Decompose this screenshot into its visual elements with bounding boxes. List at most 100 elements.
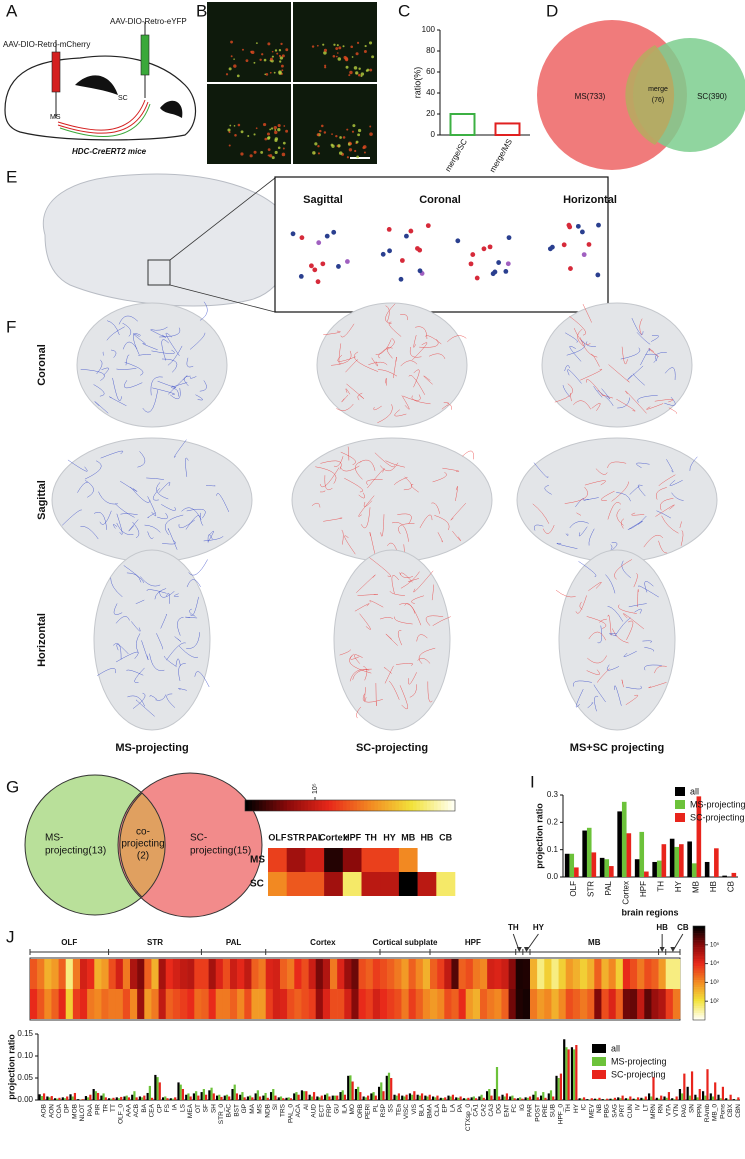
heat-cell: [65, 959, 74, 989]
colorbar-step: [693, 949, 705, 953]
bar: [92, 1089, 95, 1100]
axon-trace: [577, 328, 584, 347]
x-tick-label: HPF: [639, 881, 648, 897]
bar: [542, 1092, 545, 1100]
colorbar-step: [693, 942, 705, 946]
bar: [187, 1093, 190, 1100]
speckle: [360, 75, 363, 78]
axon-trace: [167, 345, 183, 366]
x-tick-label: IV: [635, 1103, 642, 1110]
bar: [316, 1096, 319, 1100]
bar: [104, 1097, 107, 1100]
bar: [274, 1095, 277, 1100]
axon-trace: [371, 357, 378, 367]
neuron-dot: [309, 263, 314, 269]
axon-trace: [658, 540, 668, 554]
axon-trace: [638, 585, 659, 598]
neuron-dot: [468, 261, 474, 267]
colorbar-step: [413, 800, 417, 811]
speckle: [230, 55, 233, 58]
axon-trace: [124, 361, 144, 376]
axon-trace: [130, 486, 151, 503]
bar: [482, 1097, 485, 1100]
speckle: [228, 67, 232, 71]
bar: [624, 1098, 628, 1100]
axon-trace: [642, 640, 652, 643]
axon-trace: [124, 380, 143, 389]
speckle: [264, 73, 267, 76]
neuron-dot: [470, 252, 476, 257]
neuron-dot: [487, 244, 493, 250]
speckle: [253, 150, 257, 154]
axon-trace: [337, 354, 356, 362]
x-tick-label: ECT: [318, 1104, 325, 1117]
y-tick-label: 0: [431, 130, 436, 139]
x-tick-label: IG: [519, 1104, 526, 1111]
axon-trace: [555, 589, 576, 598]
x-tick-label: HPF_0: [557, 1104, 564, 1125]
colorbar-step: [693, 989, 705, 993]
axon-trace: [534, 524, 544, 531]
axon-trace: [174, 636, 182, 642]
bar: [401, 1095, 404, 1100]
bar: [120, 1096, 123, 1100]
axon-trace: [656, 510, 671, 519]
bar: [652, 1077, 655, 1100]
axon-trace: [400, 360, 418, 367]
bar: [505, 1093, 509, 1100]
axon-trace: [333, 456, 344, 467]
speckle: [280, 42, 283, 46]
bar: [40, 1096, 43, 1100]
bar: [94, 1091, 97, 1100]
y-axis-label: projection ratio: [534, 803, 544, 869]
axon-trace: [399, 603, 416, 614]
bar: [336, 1095, 339, 1100]
axon-trace: [651, 335, 659, 342]
bar: [210, 1087, 213, 1100]
colorbar-step: [693, 994, 705, 997]
heat-cell: [398, 872, 418, 896]
speckle: [358, 67, 361, 70]
axon-trace: [627, 515, 647, 530]
colorbar-label: 10⁴: [710, 960, 720, 967]
axon-trace: [660, 498, 674, 511]
chart-layer: ABCDEFGHIJAAV-DIO-Retro-mCherryAAV-DIO-R…: [3, 1, 745, 1131]
speckle: [280, 64, 284, 68]
axon-trace: [359, 459, 376, 471]
axon-trace: [533, 462, 549, 478]
bar: [197, 1095, 200, 1100]
axon-trace: [611, 481, 629, 502]
axon-trace: [205, 485, 216, 487]
axon-trace: [181, 507, 202, 521]
axon-trace: [77, 482, 88, 493]
bar: [264, 1092, 267, 1100]
legend-label: MS-projecting: [611, 1056, 667, 1066]
bar: [455, 1097, 458, 1100]
axon-trace: [556, 542, 578, 549]
axon-trace: [154, 588, 167, 600]
axon-trace: [425, 615, 444, 626]
axon-trace: [141, 640, 149, 661]
axon-trace: [352, 668, 372, 680]
colorbar-step: [693, 928, 705, 931]
colorbar-label: 10³: [710, 980, 719, 986]
heat-cell: [480, 989, 488, 1019]
bar: [709, 1093, 712, 1100]
axon-trace: [570, 392, 572, 402]
axon-trace: [398, 523, 415, 534]
bar: [652, 861, 657, 877]
x-tick-label: PBG: [604, 1104, 611, 1118]
legend-label: SC-projecting: [611, 1069, 666, 1079]
group-label: OLF: [61, 938, 77, 947]
syringe-red: [51, 51, 61, 93]
speckle: [245, 59, 249, 63]
bar: [650, 1096, 653, 1100]
axon-trace: [632, 373, 645, 386]
speckle: [269, 71, 272, 74]
bar: [202, 1089, 205, 1100]
bar: [704, 861, 710, 877]
heat-cell: [101, 959, 109, 989]
heat-cell: [622, 959, 631, 989]
neuron-dot: [496, 260, 502, 265]
axon-trace: [123, 565, 144, 584]
